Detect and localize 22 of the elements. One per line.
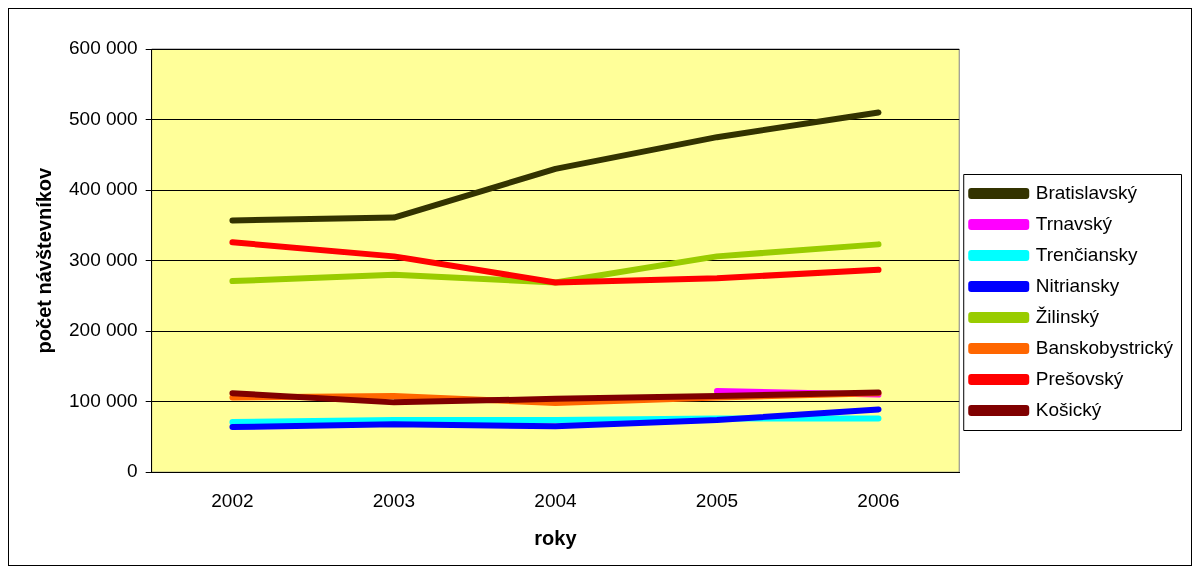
y-tick-label: 300 000	[68, 248, 138, 270]
x-tick-label: 2006	[857, 489, 900, 511]
y-tick-label: 500 000	[68, 107, 138, 129]
legend-label: Trnavský	[1035, 212, 1113, 234]
legend-label: Banskobystrický	[1035, 336, 1174, 358]
y-tick-label: 400 000	[68, 178, 138, 200]
y-tick-label: 100 000	[68, 389, 138, 411]
x-tick-label: 2005	[695, 489, 739, 511]
legend-label: Prešovský	[1035, 367, 1124, 389]
legend-label: Nitriansky	[1035, 274, 1120, 296]
y-tick-label: 600 000	[68, 37, 138, 59]
legend-label: Košický	[1035, 398, 1102, 420]
x-axis-title: roky	[534, 526, 578, 549]
legend-label: Žilinský	[1035, 305, 1100, 327]
y-axis-title: počet návštevníkov	[32, 166, 55, 354]
x-tick-label: 2002	[211, 489, 254, 511]
y-tick-label: 200 000	[68, 319, 138, 341]
y-tick-label: 0	[127, 460, 138, 482]
x-tick-label: 2003	[372, 489, 416, 511]
x-tick-label: 2004	[534, 489, 578, 511]
legend-label: Trenčiansky	[1035, 243, 1138, 265]
legend-label: Bratislavský	[1035, 181, 1138, 203]
